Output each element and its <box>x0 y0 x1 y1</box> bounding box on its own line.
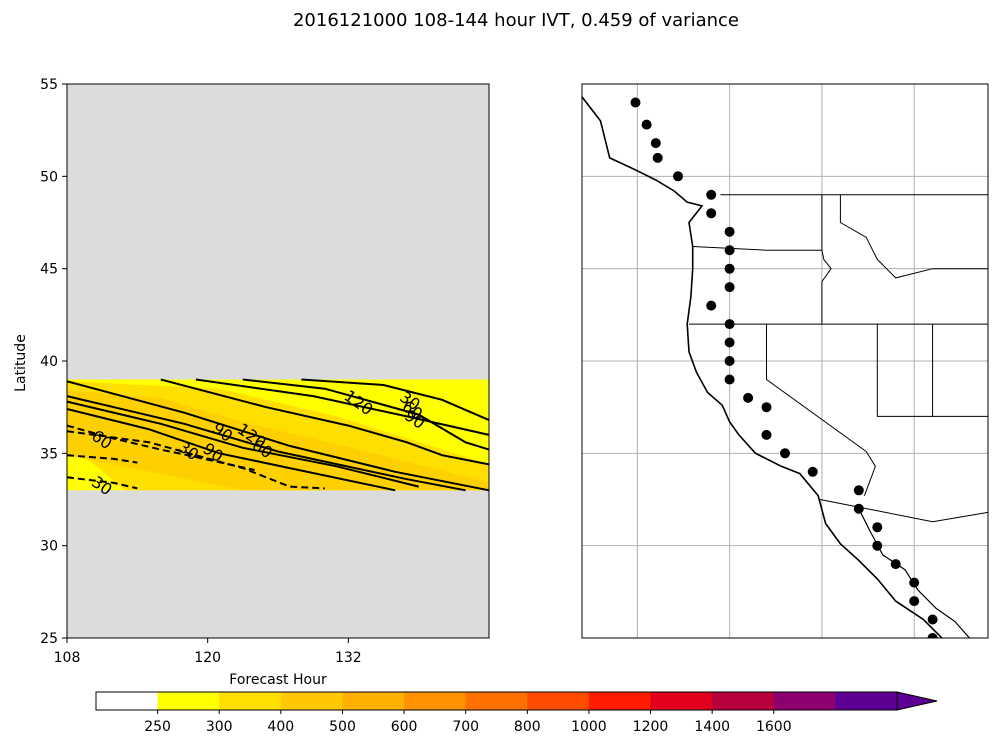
map-point <box>706 300 717 311</box>
colorbar-tick-label: 700 <box>452 719 479 735</box>
colorbar-tick-label: 300 <box>206 719 233 735</box>
map-point <box>780 448 790 459</box>
map-point <box>641 119 652 130</box>
colorbar-tick-label: 1200 <box>633 719 669 735</box>
x-tick-label: 120 <box>194 650 221 666</box>
colorbar-segment <box>157 692 220 710</box>
colorbar-segment <box>835 692 898 710</box>
map-point <box>927 633 938 638</box>
colorbar-tick-label: 1000 <box>571 719 607 735</box>
map-coastlines-and-borders <box>582 96 988 638</box>
border-line <box>766 324 867 452</box>
colorbar-segment <box>712 692 775 710</box>
y-axis-label: Latitude <box>13 334 29 392</box>
contour-line <box>160 378 490 466</box>
colorbar-segment <box>219 692 282 710</box>
colorbar-segment <box>588 692 651 710</box>
map-point <box>761 429 772 440</box>
y-axis-ticks: 25 30 35 40 45 50 55 <box>40 77 67 647</box>
map-point <box>853 485 864 496</box>
colorbar-segment <box>465 692 528 710</box>
map-point <box>673 171 683 182</box>
colorbar-segment <box>650 692 713 710</box>
colorbar-segment <box>404 692 467 710</box>
map-point <box>724 374 735 385</box>
contour-line <box>66 395 466 492</box>
map-point <box>652 152 663 163</box>
map-point <box>927 614 938 625</box>
x-axis-label: Forecast Hour <box>229 672 327 688</box>
contour-line <box>66 476 138 490</box>
y-tick-label: 35 <box>40 446 58 462</box>
map-point <box>909 577 920 588</box>
coastline <box>582 96 943 638</box>
border-line <box>876 324 933 417</box>
contour-line <box>66 400 419 488</box>
y-tick-label: 25 <box>40 631 58 647</box>
colorbar-segment <box>280 692 343 710</box>
map-point <box>872 522 883 533</box>
colorbar-tick-label: 1600 <box>756 719 792 735</box>
chart-title: 2016121000 108-144 hour IVT, 0.459 of va… <box>293 10 739 31</box>
map-point <box>743 392 754 403</box>
colorbar-extend-arrow <box>896 691 938 711</box>
border-line <box>821 250 832 325</box>
x-tick-label: 108 <box>54 650 81 666</box>
map-point <box>650 138 661 149</box>
map-point <box>724 319 735 330</box>
y-tick-label: 45 <box>40 262 58 278</box>
map-frame <box>581 83 989 639</box>
colorbar-segment <box>773 692 836 710</box>
map-point <box>724 337 735 348</box>
contour-lines <box>66 378 490 492</box>
map-panel <box>581 83 989 639</box>
contour-line <box>66 454 138 464</box>
border-line <box>932 324 988 417</box>
colorbar-tick-label: 500 <box>329 719 356 735</box>
plot-background <box>67 84 489 638</box>
y-tick-label: 50 <box>40 169 58 185</box>
map-point <box>706 208 717 219</box>
map-point <box>724 282 735 293</box>
map-point <box>807 466 818 477</box>
border-line <box>863 451 876 496</box>
border-line <box>839 194 933 279</box>
contour-line <box>301 378 490 422</box>
colorbar-tick-label: 800 <box>514 719 541 735</box>
colorbar-tick-label: 600 <box>391 719 418 735</box>
y-tick-label: 40 <box>40 354 58 370</box>
map-point <box>872 540 883 551</box>
contour-line <box>66 408 396 492</box>
colorbar-frame <box>95 691 898 711</box>
y-tick-label: 55 <box>40 77 58 93</box>
x-axis-ticks: 108 120 132 <box>54 638 362 666</box>
colorbar-segment <box>96 692 159 710</box>
colorbar-tick-label: 1400 <box>694 719 730 735</box>
map-point <box>909 596 920 607</box>
x-tick-label: 132 <box>335 650 362 666</box>
contour-line <box>195 378 490 436</box>
map-point <box>724 356 735 366</box>
map-point <box>724 263 735 274</box>
map-point <box>706 189 717 200</box>
contour-line <box>242 378 490 451</box>
colorbar: 250 300 400 500 600 700 800 1000 1200 1400 1600 <box>95 691 938 735</box>
map-point <box>724 226 735 237</box>
map-point <box>853 503 864 514</box>
colorbar-segment <box>342 692 405 710</box>
y-tick-label: 30 <box>40 539 58 555</box>
map-point <box>630 97 641 108</box>
colorbar-tick-label: 250 <box>144 719 171 735</box>
map-point <box>761 402 772 413</box>
contour-line <box>66 380 490 492</box>
filled-band <box>67 390 489 491</box>
colorbar-segment <box>527 692 590 710</box>
map-point <box>724 245 735 256</box>
map-point <box>890 559 901 570</box>
colorbar-tick-label: 400 <box>267 719 294 735</box>
map-points <box>630 97 938 638</box>
